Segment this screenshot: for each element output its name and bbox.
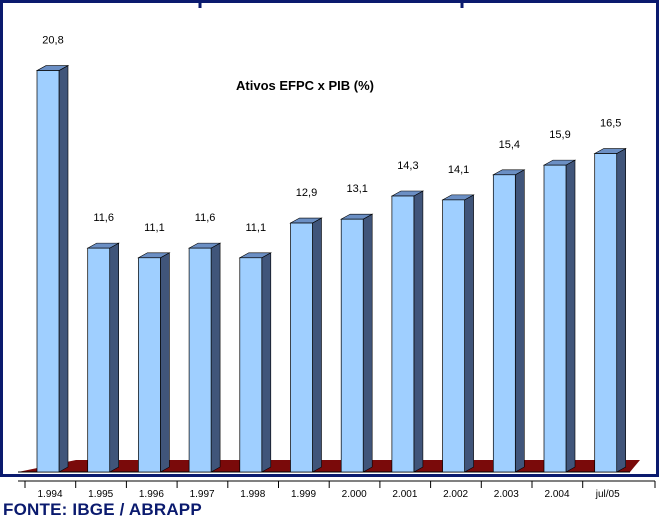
bar-side-face [261,252,272,473]
x-tick-label: 1.997 [190,489,215,500]
bar-front-face [391,195,415,473]
bar-side-face [210,242,221,473]
bar-front-face [543,164,567,473]
x-tick-label: 2.003 [494,489,519,500]
bars [35,65,627,473]
bar-front-face [594,153,618,473]
data-label: 20,8 [42,35,63,47]
bar-4 [238,252,272,473]
data-label: 11,1 [144,222,165,234]
x-tick-label: 2.002 [443,489,468,500]
bar-front-face [239,257,263,473]
x-tick-label: 1.996 [139,489,164,500]
x-tick-label: 2.000 [342,489,367,500]
x-axis: 1.994 1.995 1.996 1.997 1.998 1.999 2.000 2.001… [18,480,656,500]
x-tick-label: 1.994 [37,489,62,500]
bar-front-face [492,174,516,473]
data-label: 11,6 [93,212,114,224]
source-note: FONTE: IBGE / ABRAPP [3,500,202,519]
bar-10 [542,159,577,473]
data-label: 12,9 [296,187,317,199]
bar-front-face [442,199,465,473]
bar-front-face [87,247,111,473]
bar-side-face [312,217,322,473]
bar-9 [492,169,526,473]
data-labels: 20,8 11,6 11,1 11,6 11,1 12,9 13,1 14,3 14,1 15,4… [42,35,621,234]
bar-side-face [160,252,170,473]
x-tick-label: jul/05 [595,489,620,500]
chart-floor [18,460,640,473]
bar-8 [441,194,475,473]
bar-front-face [340,218,364,473]
bar-7 [390,190,425,473]
x-tick-label: 1.998 [240,489,265,500]
bar-0 [35,65,70,473]
data-label: 11,1 [246,222,267,234]
data-label: 13,1 [346,183,367,195]
x-tick-label: 1.999 [291,489,316,500]
data-label: 16,5 [600,118,621,130]
data-label: 15,4 [499,139,520,151]
bar-front-face [188,247,212,473]
bar-2 [137,252,171,473]
bar-1 [86,242,120,473]
bar-side-face [464,194,474,473]
bar-side-face [514,169,525,473]
bar-11 [593,148,627,473]
bar-side-face [109,242,119,473]
bar-front-face [36,70,60,473]
bar-side-face [616,148,627,473]
x-tick-label: 2.004 [544,489,569,500]
chart-title: Ativos EFPC x PIB (%) [236,78,374,93]
bar-side-face [362,213,373,473]
x-tick-label: 2.001 [392,489,417,500]
bar-3 [187,242,222,473]
bar-front-face [138,257,161,473]
bar-side-face [58,65,69,473]
data-label: 14,1 [448,164,469,176]
data-label: 14,3 [397,160,418,172]
data-label: 15,9 [549,129,570,141]
bar-side-face [413,190,424,473]
floor-surface [18,460,640,472]
bar-front-face [290,222,313,473]
bar-side-face [565,159,576,473]
bar-5 [289,217,323,473]
x-tick-label: 1.995 [88,489,113,500]
bar-6 [340,213,374,473]
data-label: 11,6 [195,212,216,224]
